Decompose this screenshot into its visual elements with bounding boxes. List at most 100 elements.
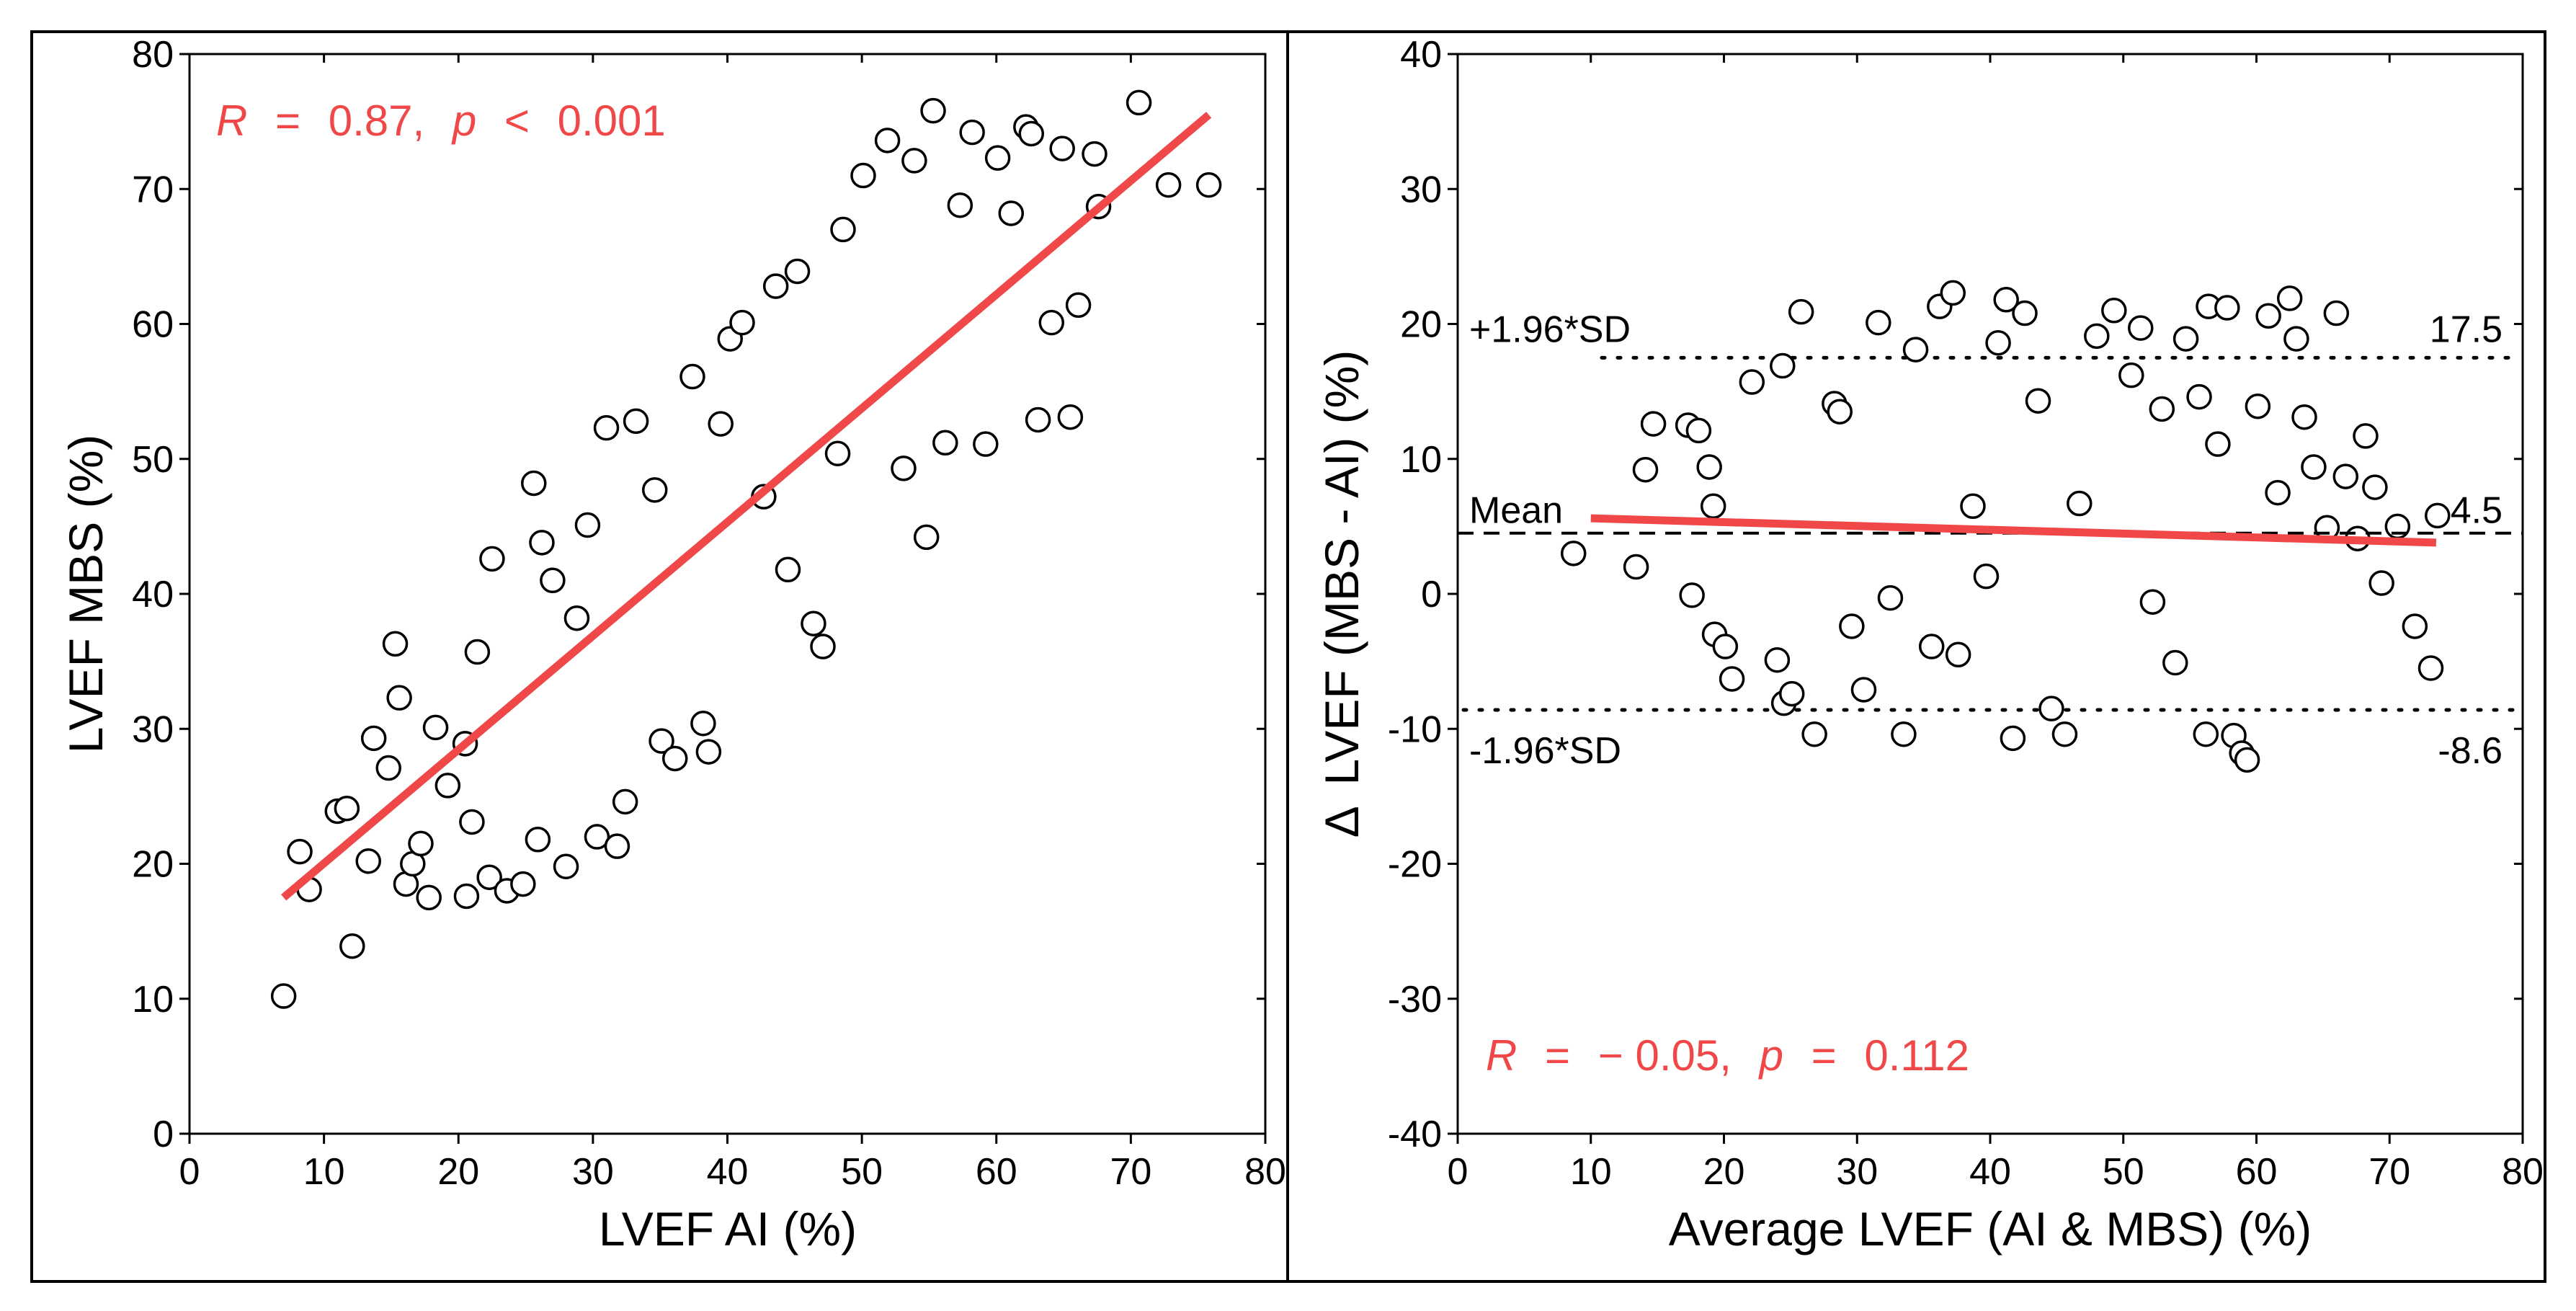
x-tick-label: 50 xyxy=(841,1151,883,1193)
data-point xyxy=(913,524,940,551)
data-point xyxy=(661,745,688,772)
data-point xyxy=(1866,309,1891,336)
data-point xyxy=(525,827,551,853)
bland-altman-stat-label: R = − 0.05, p = 0.112 xyxy=(1486,1031,1969,1080)
data-point xyxy=(584,824,610,850)
stat-equals: = xyxy=(1545,1031,1570,1080)
data-point xyxy=(920,97,946,124)
y-tick-label: -40 xyxy=(1388,1114,1442,1155)
data-point xyxy=(2291,404,2317,430)
data-point xyxy=(1993,287,2019,313)
y-tick-label: 40 xyxy=(132,574,174,615)
bland-altman-points xyxy=(1560,280,2451,773)
data-point xyxy=(1764,647,1791,673)
data-point xyxy=(830,216,856,243)
upper-limit-value: 17.5 xyxy=(2430,308,2503,350)
data-point xyxy=(1025,406,1051,433)
data-point xyxy=(1700,493,1726,520)
data-point xyxy=(891,455,917,481)
x-tick-label: 60 xyxy=(976,1151,1017,1193)
x-tick-label: 10 xyxy=(303,1151,345,1193)
data-point xyxy=(2402,613,2428,639)
data-point xyxy=(2368,570,2394,596)
data-point xyxy=(2000,725,2026,752)
data-point xyxy=(2283,326,2309,352)
data-point xyxy=(1623,554,1649,580)
data-point xyxy=(641,477,668,503)
data-point xyxy=(1778,680,1805,707)
data-point xyxy=(2323,300,2350,326)
data-point xyxy=(2245,393,2271,419)
x-tick-label: 0 xyxy=(179,1151,200,1193)
correlation-panel: 0 10 20 30 40 50 60 70 80 0 10 20 30 40 50 60 70 80 R = 0… xyxy=(59,34,1286,1256)
data-point xyxy=(1065,292,1092,319)
stat-r-symbol: R xyxy=(1486,1031,1517,1080)
data-point xyxy=(2172,326,2199,352)
correlation-ticks xyxy=(179,53,1267,1144)
data-point xyxy=(540,567,566,594)
data-point xyxy=(2214,295,2240,321)
data-point xyxy=(1801,721,1827,747)
data-point xyxy=(2425,502,2451,529)
data-point xyxy=(801,610,826,636)
data-point xyxy=(2186,383,2212,410)
data-point xyxy=(984,145,1011,171)
data-point xyxy=(422,714,449,741)
data-point xyxy=(810,634,836,659)
data-point xyxy=(901,148,927,174)
data-point xyxy=(1877,585,1904,611)
data-point xyxy=(2012,300,2038,326)
data-point xyxy=(1902,337,1929,363)
y-tick-label: 30 xyxy=(132,708,174,750)
data-point xyxy=(334,795,360,822)
data-point xyxy=(2118,362,2144,388)
data-point xyxy=(360,725,387,752)
data-point xyxy=(1685,417,1712,444)
data-point xyxy=(947,192,973,218)
data-point xyxy=(1940,280,1966,306)
data-point xyxy=(1679,582,1705,608)
data-point xyxy=(998,200,1025,226)
stat-less-than: < xyxy=(504,97,530,145)
data-point xyxy=(1082,141,1107,167)
data-point xyxy=(476,864,502,890)
x-tick-label: 40 xyxy=(707,1151,749,1193)
bland-altman-plot-frame xyxy=(1456,53,2524,1135)
data-point xyxy=(1018,120,1045,147)
y-tick-label: 70 xyxy=(132,169,174,210)
data-point xyxy=(434,773,461,799)
data-point xyxy=(2025,388,2051,414)
data-point xyxy=(690,711,716,737)
data-point xyxy=(479,546,505,572)
data-point xyxy=(824,440,851,467)
data-point xyxy=(2265,479,2291,506)
stat-p-symbol: p xyxy=(1758,1031,1783,1080)
delta-symbol: Δ xyxy=(1315,806,1368,837)
data-point xyxy=(2417,655,2444,681)
data-point xyxy=(1770,352,1796,379)
mean-label: Mean xyxy=(1469,490,1563,532)
data-point xyxy=(695,739,722,765)
data-point xyxy=(604,833,630,859)
x-tick-label: 20 xyxy=(437,1151,479,1193)
data-point xyxy=(375,755,401,781)
y-tick-label: 40 xyxy=(1400,34,1442,76)
y-tick-label: 50 xyxy=(132,439,174,481)
data-point xyxy=(287,838,313,865)
mean-value: 4.5 xyxy=(2451,490,2503,532)
correlation-y-axis-label: LVEF MBS (%) xyxy=(59,435,112,754)
x-tick-label: 40 xyxy=(1969,1151,2011,1193)
data-point xyxy=(1788,298,1814,325)
data-point xyxy=(382,631,409,657)
data-point xyxy=(1827,399,1853,425)
lower-limit-label: -1.96*SD xyxy=(1469,730,1621,772)
data-point xyxy=(2255,303,2281,329)
x-tick-label: 30 xyxy=(1836,1151,1878,1193)
data-point xyxy=(593,414,620,441)
y-tick-label: 10 xyxy=(132,979,174,1021)
data-point xyxy=(1973,563,2000,590)
data-point xyxy=(510,871,536,897)
data-point xyxy=(1945,641,1971,668)
data-point xyxy=(2353,423,2379,449)
data-point xyxy=(2276,285,2303,311)
